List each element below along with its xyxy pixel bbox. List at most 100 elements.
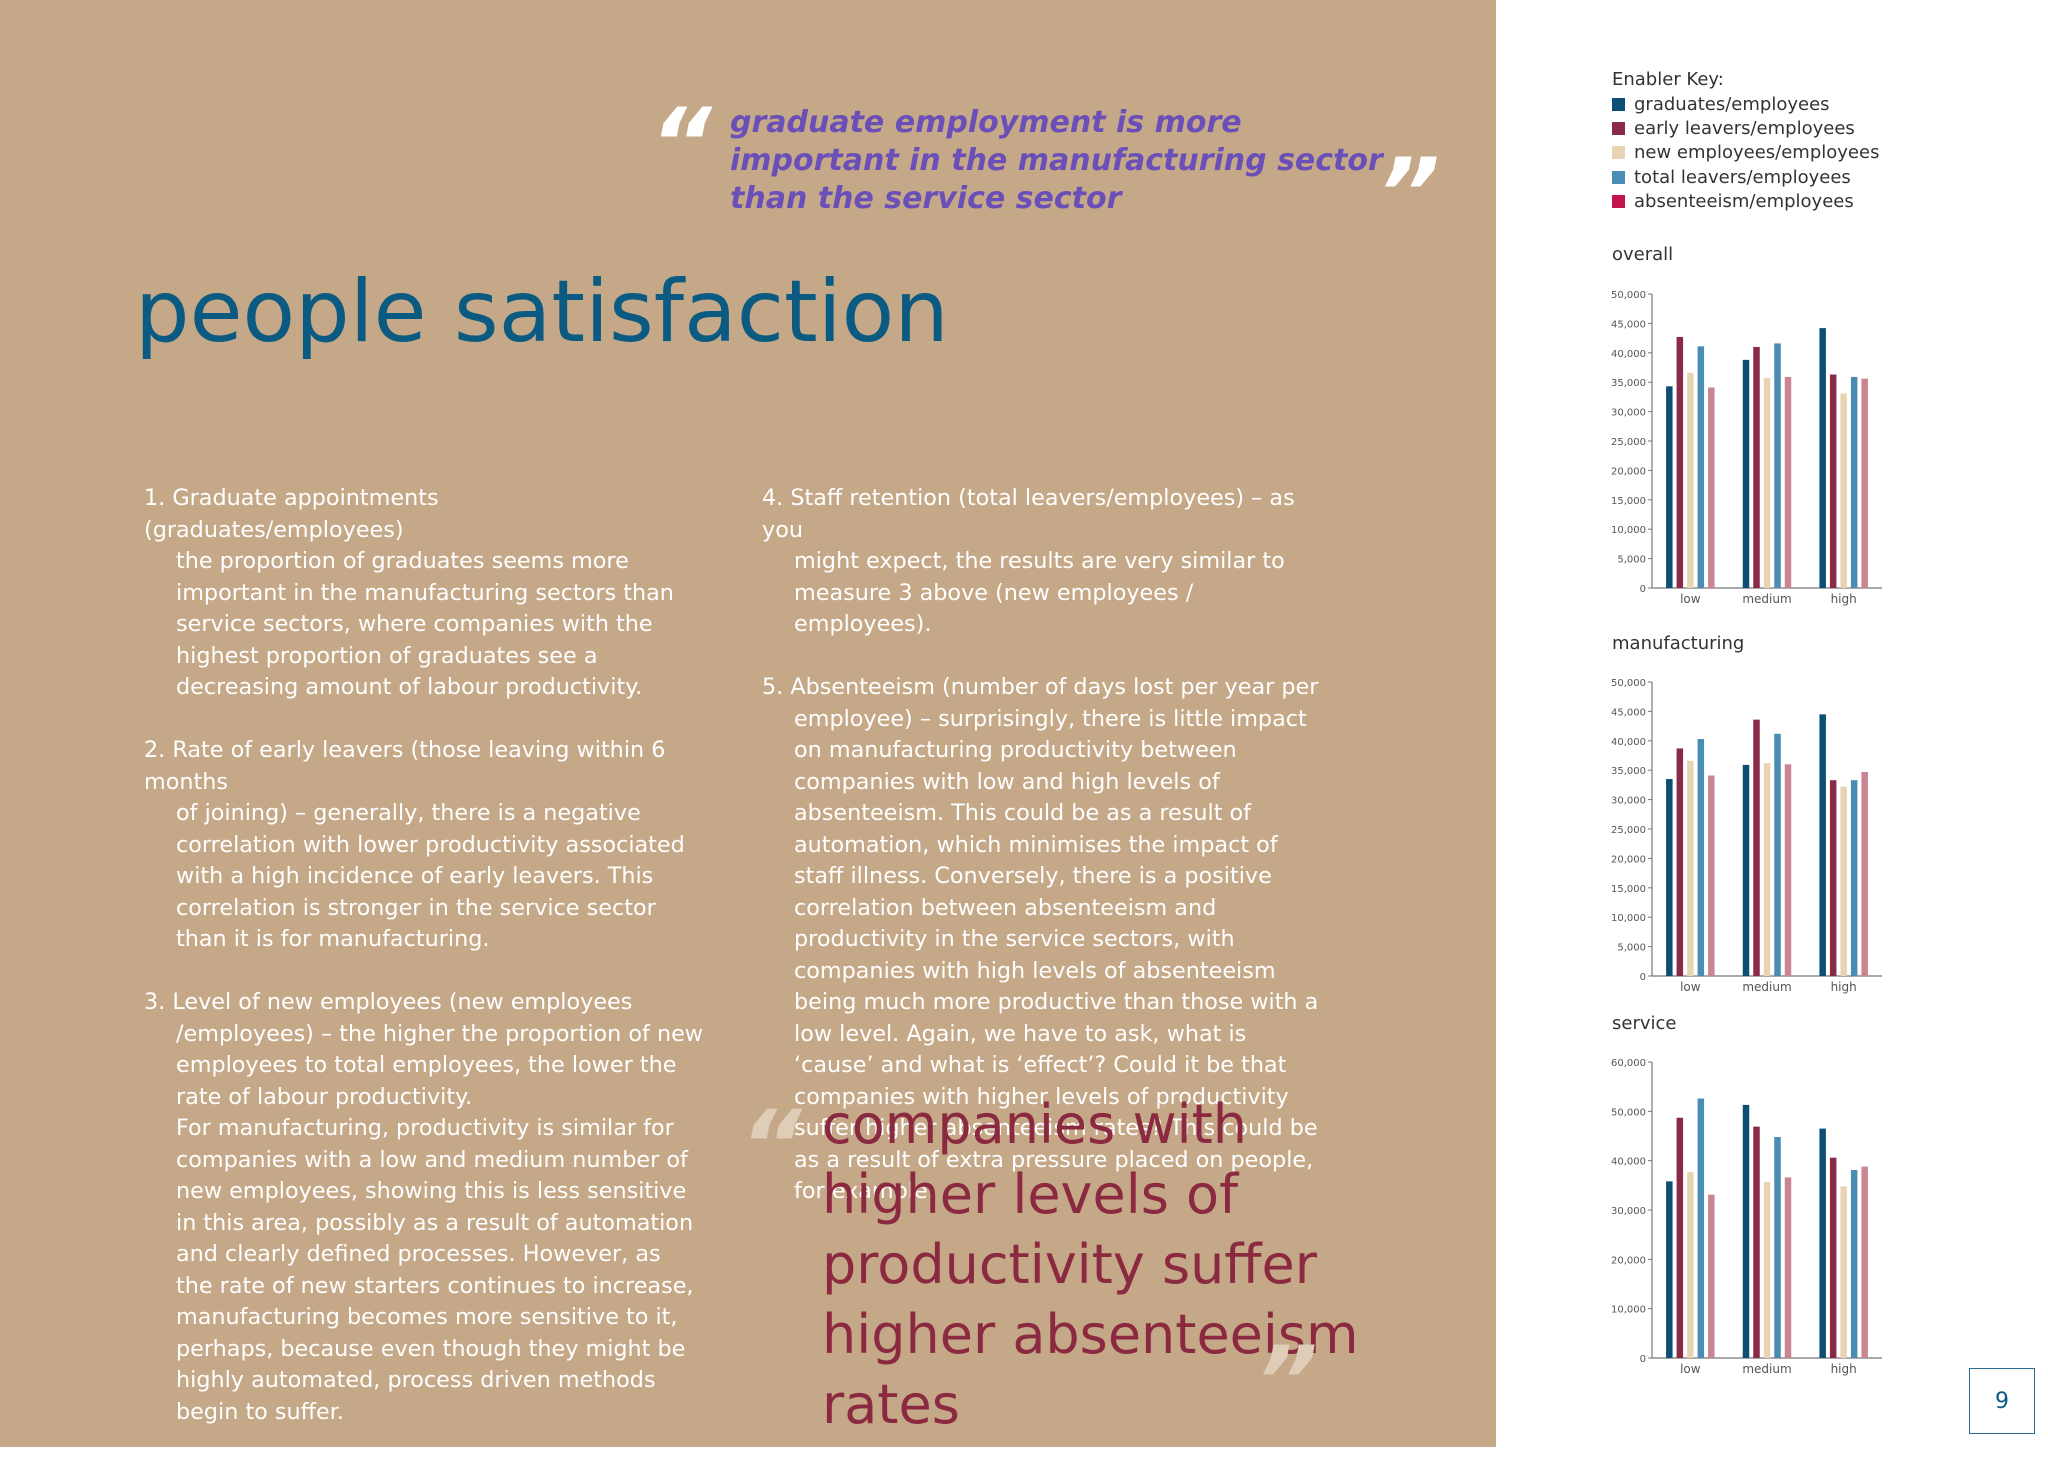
x-tick-label: medium: [1742, 980, 1791, 994]
chart-service: 0 10,000 20,000 30,000 40,000 50,000 60,000 low…: [1611, 1058, 1882, 1376]
bar-low-2: [1687, 760, 1694, 976]
legend-label: absenteeism/employees: [1634, 190, 1854, 212]
bar-medium-0: [1742, 1104, 1750, 1358]
list-item-heading: 1. Graduate appointments (graduates/empl…: [144, 485, 439, 543]
list-item-body-extra: For manufacturing, productivity is simil…: [176, 1115, 694, 1425]
content-panel: “ graduate employment is more important …: [0, 0, 1496, 1447]
legend-label: total leavers/employees: [1634, 166, 1851, 188]
bar-low-2: [1687, 372, 1694, 588]
bar-high-3: [1850, 1170, 1858, 1358]
list-item-heading: 4. Staff retention (total leavers/employ…: [762, 485, 1295, 543]
chart-title-manufacturing: manufacturing: [1612, 633, 1745, 654]
bar-medium-4: [1784, 1177, 1792, 1358]
legend-swatch: [1612, 146, 1625, 160]
x-tick-label: low: [1680, 1362, 1701, 1376]
pull-quote-bottom: companies with higher levels of producti…: [822, 1093, 1359, 1436]
bar-low-3: [1697, 346, 1705, 588]
bar-high-4: [1861, 1166, 1868, 1358]
list-item-graduate-appointments: 1. Graduate appointments (graduates/empl…: [144, 483, 704, 704]
list-item-heading: 5. Absenteeism (number of days lost per …: [762, 674, 1319, 700]
bar-low-4: [1708, 775, 1715, 976]
bar-medium-1: [1753, 346, 1760, 588]
bar-medium-2: [1763, 763, 1771, 976]
y-tick-label: 0: [1640, 1354, 1646, 1365]
bar-high-0: [1819, 1128, 1826, 1358]
bar-medium-4: [1784, 376, 1792, 588]
y-tick-label: 40,000: [1611, 1157, 1646, 1168]
legend-item: absenteeism/employees: [1612, 189, 1879, 213]
bar-high-0: [1819, 328, 1826, 588]
bar-high-3: [1850, 376, 1858, 588]
close-quote-mark: ”: [1378, 138, 1440, 250]
y-tick-label: 15,000: [1611, 496, 1646, 507]
list-item-body: of joining) – generally, there is a nega…: [176, 800, 685, 952]
open-quote-mark: “: [740, 1090, 802, 1202]
x-tick-label: medium: [1742, 592, 1791, 606]
y-tick-label: 35,000: [1611, 378, 1646, 389]
y-tick-label: 30,000: [1611, 796, 1646, 807]
y-tick-label: 20,000: [1611, 466, 1646, 477]
legend-label: graduates/employees: [1634, 93, 1830, 115]
chart-title-service: service: [1612, 1013, 1677, 1034]
list-item-body: /employees) – the higher the proportion …: [176, 1020, 704, 1110]
page-number: 9: [1969, 1368, 2035, 1434]
y-tick-label: 25,000: [1611, 825, 1646, 836]
x-tick-label: high: [1831, 592, 1857, 606]
page-number-text: 9: [1995, 1388, 2009, 1414]
bar-low-1: [1676, 336, 1684, 588]
y-tick-label: 40,000: [1611, 737, 1646, 748]
bar-high-4: [1861, 771, 1868, 976]
x-tick-label: medium: [1742, 1362, 1791, 1376]
list-item-body: the proportion of graduates seems more i…: [176, 548, 674, 700]
y-tick-label: 20,000: [1611, 854, 1646, 865]
open-quote-mark: “: [650, 88, 712, 200]
list-item-new-employees: 3. Level of new employees (new employees…: [144, 987, 704, 1428]
bar-low-2: [1687, 1172, 1694, 1358]
bar-high-1: [1829, 374, 1837, 588]
bar-high-2: [1840, 393, 1847, 588]
y-tick-label: 45,000: [1611, 319, 1646, 330]
chart-overall: 0 5,000 10,000 15,000 20,000 25,000 30,000 35,0…: [1611, 290, 1882, 606]
bar-low-3: [1697, 739, 1705, 976]
y-tick-label: 45,000: [1611, 707, 1646, 718]
y-tick-label: 10,000: [1611, 913, 1646, 924]
y-tick-label: 40,000: [1611, 349, 1646, 360]
pull-quote-top: graduate employment is more important in…: [730, 105, 1383, 216]
bar-high-2: [1840, 1186, 1847, 1358]
y-tick-label: 10,000: [1611, 1305, 1646, 1316]
x-tick-label: low: [1680, 592, 1701, 606]
legend-title: Enabler Key:: [1612, 69, 1724, 90]
bar-medium-1: [1753, 719, 1760, 976]
legend-label: new employees/employees: [1634, 142, 1880, 164]
legend-swatch: [1612, 170, 1625, 184]
y-tick-label: 15,000: [1611, 884, 1646, 895]
bar-high-2: [1840, 786, 1847, 976]
y-tick-label: 50,000: [1611, 1107, 1646, 1118]
page-title: people satisfaction: [135, 262, 949, 362]
legend-swatch: [1612, 121, 1625, 135]
list-item-staff-retention: 4. Staff retention (total leavers/employ…: [762, 483, 1322, 641]
y-tick-label: 30,000: [1611, 1206, 1646, 1217]
charts-panel: [1496, 0, 2048, 1447]
y-tick-label: 20,000: [1611, 1255, 1646, 1266]
text-column-left: 1. Graduate appointments (graduates/empl…: [144, 483, 704, 1460]
bar-low-1: [1676, 1117, 1684, 1358]
legend-item: total leavers/employees: [1612, 165, 1879, 189]
legend-item: new employees/employees: [1612, 141, 1879, 165]
y-tick-label: 5,000: [1617, 943, 1646, 954]
bar-medium-2: [1763, 1181, 1771, 1358]
bar-high-1: [1829, 1157, 1837, 1358]
bar-high-3: [1850, 780, 1858, 976]
bar-medium-3: [1774, 343, 1781, 588]
y-tick-label: 25,000: [1611, 437, 1646, 448]
bar-high-1: [1829, 780, 1837, 976]
list-item-body: employee) – surprisingly, there is littl…: [794, 705, 1319, 1205]
y-tick-label: 50,000: [1611, 678, 1646, 689]
bar-medium-0: [1742, 764, 1750, 976]
bar-low-4: [1708, 1194, 1715, 1358]
bar-high-0: [1819, 714, 1826, 976]
text-column-right: 4. Staff retention (total leavers/employ…: [762, 483, 1322, 1239]
legend: graduates/employees early leavers/employ…: [1612, 92, 1879, 213]
list-item-heading: 3. Level of new employees (new employees: [144, 989, 633, 1015]
